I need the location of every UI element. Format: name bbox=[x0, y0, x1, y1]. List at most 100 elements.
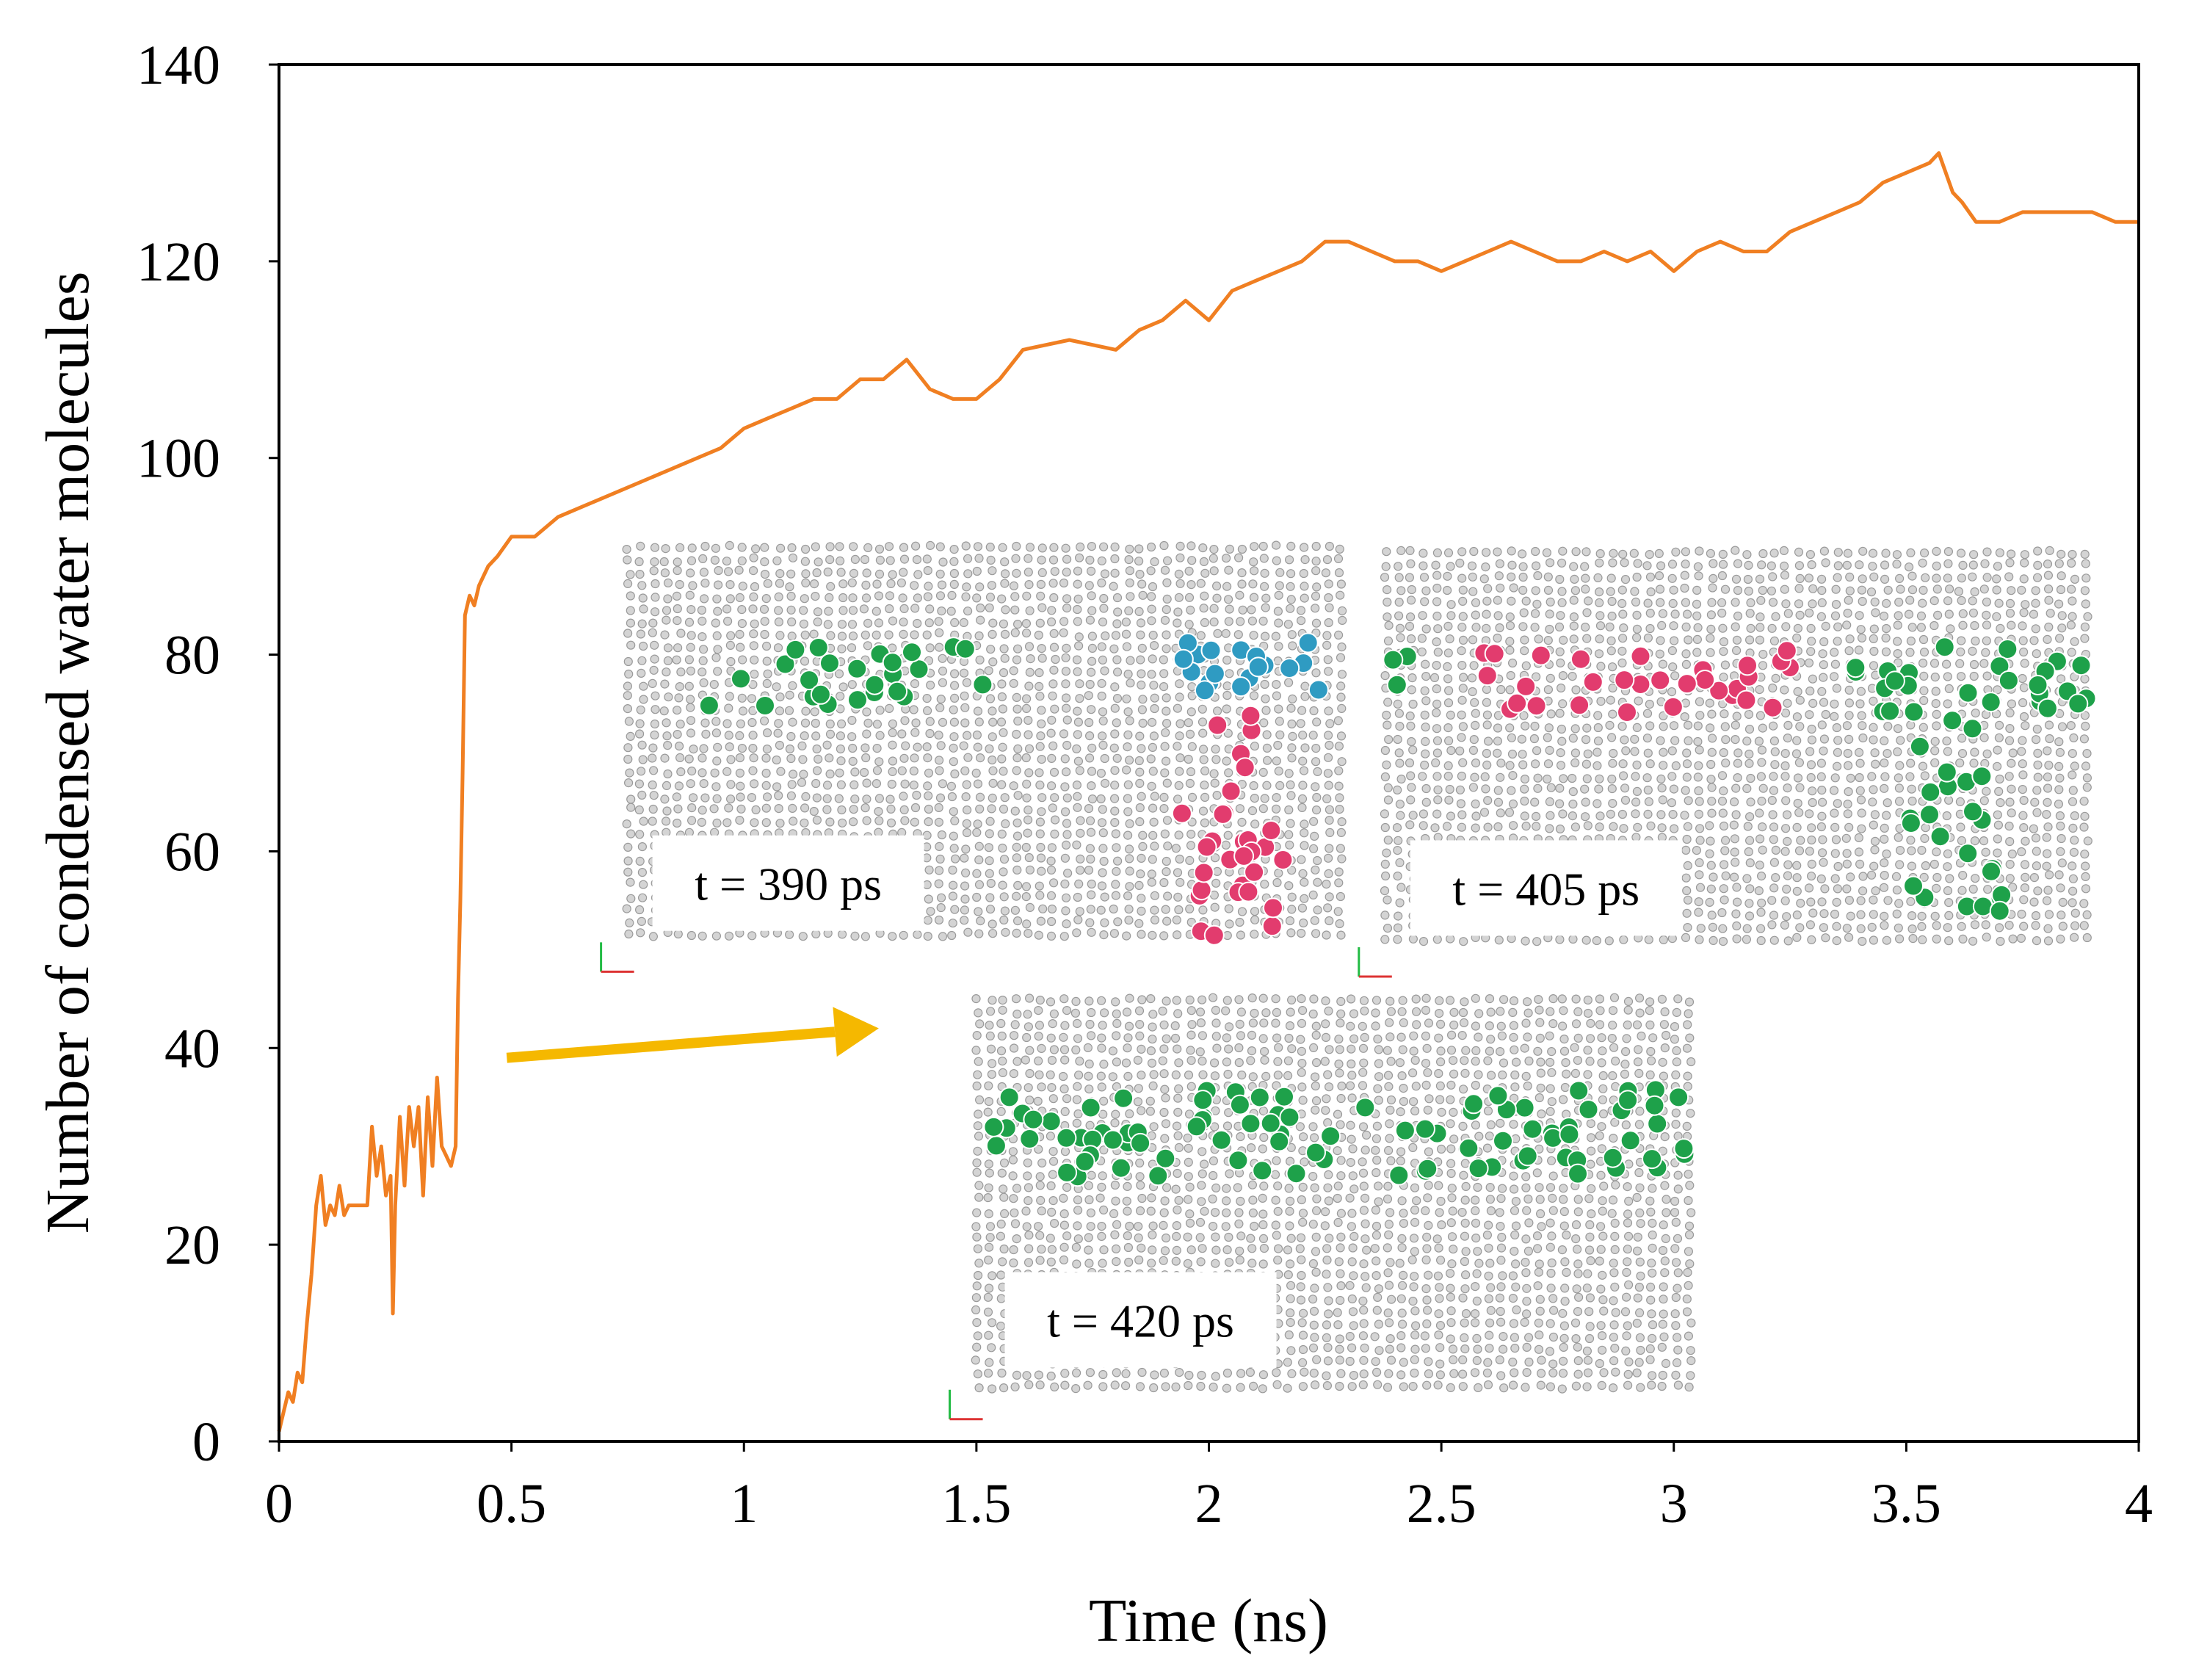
water-molecule bbox=[1244, 861, 1265, 883]
water-molecule bbox=[1355, 1097, 1376, 1118]
water-molecule bbox=[1057, 1162, 1078, 1183]
lattice-particles bbox=[1380, 546, 2092, 946]
water-molecule bbox=[1980, 692, 2001, 713]
water-molecule bbox=[698, 695, 720, 716]
y-tick-label: 20 bbox=[164, 1214, 220, 1276]
snapshot-labels: t = 390 ps t = 405 ps t = 420 ps bbox=[652, 835, 1682, 1368]
water-molecule bbox=[1113, 1087, 1134, 1109]
water-molecule bbox=[1737, 655, 1758, 676]
water-molecule bbox=[799, 670, 820, 691]
water-molecule bbox=[1507, 692, 1528, 714]
water-molecule bbox=[1463, 1093, 1485, 1115]
y-tick-label: 120 bbox=[137, 231, 220, 293]
water-molecule bbox=[1200, 640, 1222, 661]
water-molecule bbox=[1274, 1086, 1294, 1107]
water-molecule bbox=[1279, 1107, 1300, 1128]
water-molecule bbox=[1662, 696, 1684, 717]
water-molecule bbox=[1269, 1131, 1290, 1152]
snapshot-label-box bbox=[652, 835, 924, 931]
water-molecule bbox=[1228, 1150, 1249, 1171]
water-molecule bbox=[864, 674, 885, 695]
water-molecule bbox=[1261, 916, 1283, 937]
water-molecule bbox=[1642, 1148, 1662, 1170]
water-molecule bbox=[1023, 1109, 1044, 1130]
x-tick-label: 1 bbox=[730, 1473, 758, 1535]
water-molecule bbox=[2037, 698, 2058, 719]
water-molecule bbox=[775, 653, 796, 675]
water-molecule bbox=[810, 684, 831, 705]
water-molecule bbox=[1040, 1111, 1062, 1132]
water-molecule bbox=[1415, 1118, 1435, 1140]
water-molecule bbox=[999, 1087, 1020, 1108]
water-molecule bbox=[1196, 836, 1217, 858]
water-molecule bbox=[985, 1135, 1007, 1156]
water-molecule bbox=[1212, 803, 1233, 825]
water-molecule bbox=[1173, 648, 1194, 670]
water-molecule bbox=[1229, 1094, 1250, 1115]
water-molecule bbox=[819, 653, 840, 674]
water-molecule bbox=[1919, 804, 1940, 825]
water-molecule bbox=[983, 1116, 1004, 1137]
snapshot-label-box bbox=[1410, 840, 1682, 936]
x-tick-label: 2.5 bbox=[1407, 1473, 1476, 1535]
water-molecule bbox=[1297, 632, 1319, 653]
water-molecule bbox=[1019, 1129, 1040, 1149]
water-molecule bbox=[1934, 637, 1955, 658]
water-molecule bbox=[1240, 705, 1261, 726]
water-molecule bbox=[1110, 1157, 1131, 1178]
water-molecule bbox=[1644, 1095, 1665, 1116]
water-molecule bbox=[1971, 766, 1993, 787]
series-line bbox=[277, 151, 2139, 1433]
water-molecule bbox=[1989, 900, 2010, 922]
water-molecule bbox=[1279, 658, 1300, 678]
water-molecule bbox=[1569, 695, 1590, 716]
water-molecule bbox=[1650, 670, 1671, 691]
water-molecule bbox=[1989, 656, 2010, 677]
y-tick-label: 40 bbox=[164, 1018, 220, 1079]
water-molecule bbox=[1668, 1087, 1689, 1108]
water-molecule bbox=[972, 674, 993, 695]
water-molecule bbox=[1193, 862, 1214, 883]
water-molecule bbox=[887, 681, 908, 702]
water-molecule bbox=[1929, 826, 1951, 847]
y-axis-ticks: 0 20 40 60 80 100 120 140 bbox=[137, 35, 279, 1473]
water-molecule bbox=[1056, 1127, 1077, 1148]
water-molecule bbox=[1762, 697, 1783, 718]
water-molecule bbox=[1394, 1120, 1416, 1141]
water-molecule bbox=[1458, 1137, 1479, 1159]
x-tick-label: 4 bbox=[2125, 1473, 2153, 1535]
x-axis-title: Time (ns) bbox=[1089, 1587, 1328, 1655]
water-molecule bbox=[847, 658, 868, 679]
water-molecule bbox=[1514, 1097, 1535, 1118]
water-molecule bbox=[1880, 700, 1901, 722]
water-molecule bbox=[1171, 803, 1192, 824]
water-molecule bbox=[731, 668, 751, 689]
snapshot-time-label: t = 405 ps bbox=[1452, 863, 1639, 915]
water-molecule bbox=[1102, 1129, 1123, 1151]
water-molecule bbox=[1845, 657, 1866, 678]
water-molecule bbox=[1272, 850, 1294, 870]
water-molecule bbox=[1997, 639, 2018, 659]
water-molecule bbox=[1320, 1126, 1341, 1147]
water-molecule bbox=[2027, 675, 2048, 695]
water-molecule bbox=[1261, 820, 1282, 841]
water-molecule bbox=[902, 642, 922, 663]
water-molecule bbox=[1602, 1147, 1623, 1168]
water-molecule bbox=[1383, 649, 1404, 670]
water-molecule bbox=[1493, 1130, 1513, 1151]
water-molecule bbox=[1676, 673, 1697, 695]
water-molecule bbox=[1468, 1158, 1489, 1179]
water-molecule bbox=[1620, 1130, 1641, 1151]
y-axis-title: Number of condensed water molecules bbox=[34, 272, 102, 1234]
water-molecule bbox=[954, 638, 976, 659]
water-molecule bbox=[1936, 761, 1957, 783]
y-tick-label: 0 bbox=[192, 1411, 220, 1473]
water-molecule bbox=[1305, 1142, 1326, 1163]
water-molecule bbox=[1155, 1148, 1176, 1169]
water-molecule bbox=[1186, 1116, 1207, 1137]
water-molecule bbox=[1211, 1129, 1232, 1151]
water-molecule bbox=[1736, 689, 1757, 711]
water-molecule bbox=[1386, 674, 1407, 695]
y-tick-label: 80 bbox=[164, 625, 220, 687]
water-molecule bbox=[1130, 1132, 1151, 1154]
